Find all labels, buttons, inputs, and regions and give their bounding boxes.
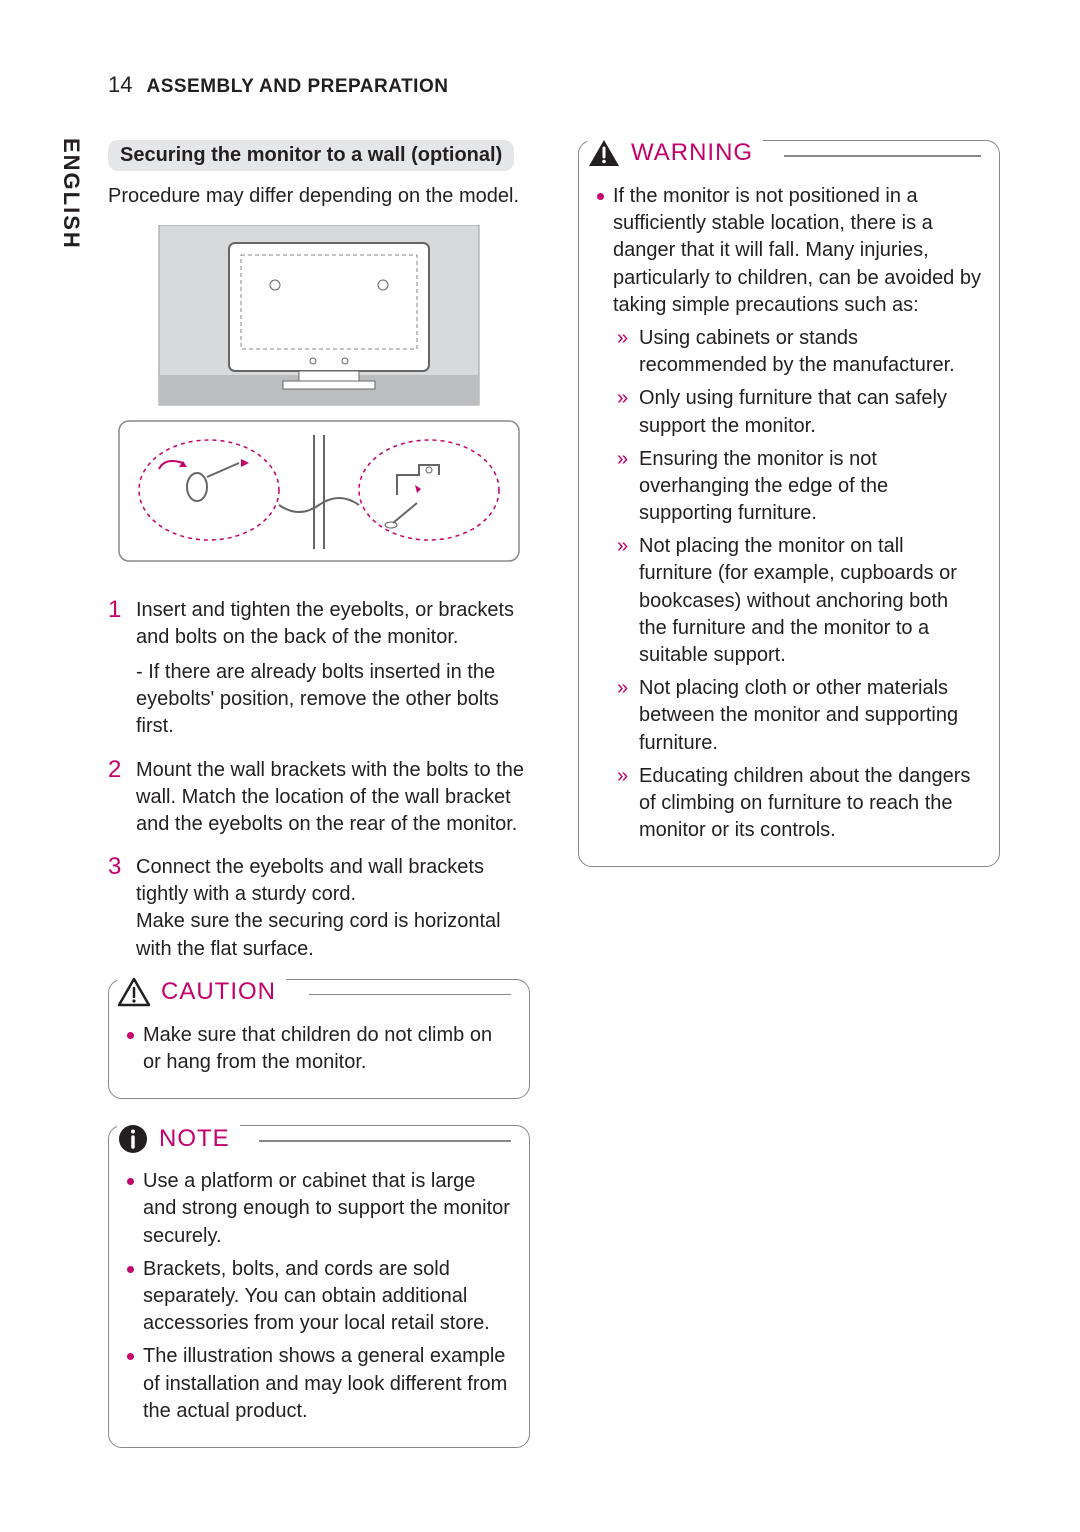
warning-icon — [587, 138, 621, 168]
subsection-title: Securing the monitor to a wall (optional… — [108, 140, 514, 171]
warning-subitem: Not placing cloth or other materials bet… — [613, 675, 981, 757]
step-subtext: - If there are already bolts inserted in… — [136, 659, 530, 741]
warning-title: WARNING — [631, 139, 753, 167]
warning-subitem: Only using furniture that can safely sup… — [613, 385, 981, 439]
note-item: The illustration shows a general example… — [127, 1343, 511, 1425]
section-title: ASSEMBLY AND PREPARATION — [146, 76, 448, 98]
note-item: Brackets, bolts, and cords are sold sepa… — [127, 1256, 511, 1338]
step-text: Mount the wall brackets with the bolts t… — [136, 757, 530, 839]
step-number: 3 — [108, 854, 124, 963]
caution-box: CAUTION Make sure that children do not c… — [108, 979, 530, 1099]
page-number: 14 — [108, 72, 132, 98]
step-text: Insert and tighten the eyebolts, or brac… — [136, 599, 514, 648]
caution-title: CAUTION — [161, 978, 276, 1006]
warning-box: WARNING If the monitor is not positioned… — [578, 140, 1000, 867]
step-number: 1 — [108, 597, 124, 741]
warning-lead: If the monitor is not positioned in a su… — [597, 183, 981, 844]
left-column: Securing the monitor to a wall (optional… — [108, 140, 530, 1474]
note-box: NOTE Use a platform or cabinet that is l… — [108, 1125, 530, 1448]
note-icon — [117, 1123, 149, 1155]
step-item: 3 Connect the eyebolts and wall brackets… — [108, 854, 530, 963]
warning-subitem: Using cabinets or stands recommended by … — [613, 325, 981, 379]
step-text: Connect the eyebolts and wall brackets t… — [136, 854, 530, 963]
warning-subitem: Ensuring the monitor is not overhanging … — [613, 446, 981, 528]
language-tab: ENGLISH — [58, 138, 84, 250]
warning-subitem: Not placing the monitor on tall furnitur… — [613, 533, 981, 669]
caution-item: Make sure that children do not climb on … — [127, 1022, 511, 1076]
step-item: 1 Insert and tighten the eyebolts, or br… — [108, 597, 530, 741]
note-item: Use a platform or cabinet that is large … — [127, 1168, 511, 1250]
illustration-monitor-wall — [108, 225, 530, 570]
page-header: 14 ASSEMBLY AND PREPARATION — [108, 72, 1000, 98]
right-column: WARNING If the monitor is not positioned… — [578, 140, 1000, 1474]
step-list: 1 Insert and tighten the eyebolts, or br… — [108, 597, 530, 963]
step-number: 2 — [108, 757, 124, 839]
warning-subitem: Educating children about the dangers of … — [613, 763, 981, 845]
note-title: NOTE — [159, 1125, 230, 1153]
step-item: 2 Mount the wall brackets with the bolts… — [108, 757, 530, 839]
intro-text: Procedure may differ depending on the mo… — [108, 183, 530, 211]
caution-icon — [117, 977, 151, 1007]
